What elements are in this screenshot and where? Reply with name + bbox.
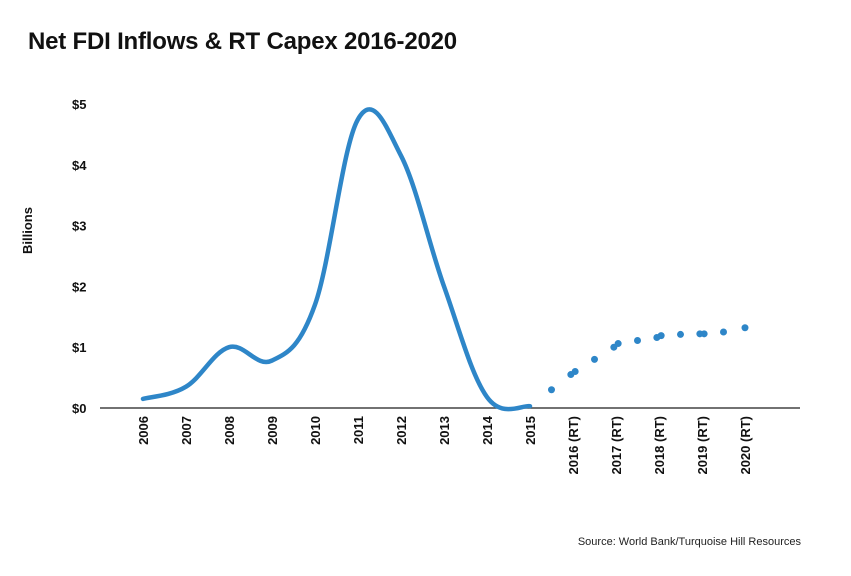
x-tick-label: 2006 — [136, 416, 151, 445]
x-tick-label: 2007 — [179, 416, 194, 445]
x-tick-label: 2015 — [523, 416, 538, 445]
rt-capex-point — [548, 386, 555, 394]
rt-capex-point — [571, 368, 579, 376]
x-tick-label: 2017 (RT) — [609, 416, 624, 475]
x-tick-label: 2014 — [480, 415, 495, 445]
x-tick-label: 2010 — [308, 416, 323, 445]
x-tick-label: 2016 (RT) — [566, 416, 581, 475]
y-tick-label: $3 — [72, 219, 86, 234]
y-tick-label: $2 — [72, 279, 86, 294]
y-tick-label: $0 — [72, 401, 86, 416]
x-tick-label: 2013 — [437, 416, 452, 445]
rt-capex-point — [720, 328, 727, 336]
rt-capex-point — [614, 340, 622, 348]
y-tick-label: $4 — [72, 158, 87, 173]
x-tick-label: 2020 (RT) — [738, 416, 753, 475]
x-tick-label: 2008 — [222, 416, 237, 445]
rt-capex-point — [741, 324, 749, 332]
rt-capex-point — [591, 355, 598, 363]
x-tick-label: 2012 — [394, 416, 409, 445]
x-tick-label: 2018 (RT) — [652, 416, 667, 475]
rt-capex-point — [634, 337, 641, 345]
rt-capex-point — [657, 332, 665, 340]
y-tick-label: $5 — [72, 97, 86, 112]
rt-capex-point — [700, 330, 708, 338]
source-note: Source: World Bank/Turquoise Hill Resour… — [577, 536, 801, 548]
rt-capex-point — [677, 330, 684, 338]
y-tick-label: $1 — [72, 340, 86, 355]
fdi-line — [140, 107, 533, 412]
x-tick-label: 2019 (RT) — [695, 416, 710, 475]
x-tick-label: 2011 — [351, 416, 366, 444]
x-tick-label: 2009 — [265, 416, 280, 445]
chart-title: Net FDI Inflows & RT Capex 2016-2020 — [28, 28, 457, 55]
